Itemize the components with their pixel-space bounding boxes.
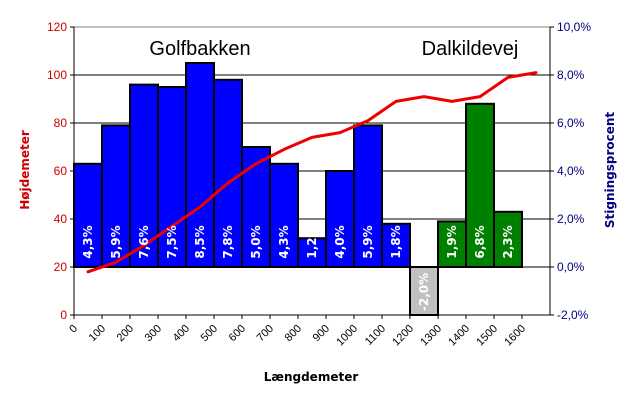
bar bbox=[157, 86, 187, 268]
left-tick-label: 0 bbox=[60, 308, 67, 322]
bar-label: 5,9% bbox=[109, 225, 123, 258]
x-tick-label: 900 bbox=[311, 323, 332, 344]
bar bbox=[493, 210, 523, 269]
left-tick-label: 40 bbox=[54, 212, 68, 226]
x-tick-label: 500 bbox=[199, 323, 220, 344]
bar-label: 2,3% bbox=[501, 225, 515, 258]
right-axis-title: Stigningsprocent bbox=[603, 112, 617, 229]
bar-label: 1,9% bbox=[445, 225, 459, 258]
x-tick-label: 300 bbox=[143, 323, 164, 344]
x-tick-label: 100 bbox=[87, 323, 108, 344]
bar-label: 6,8% bbox=[473, 225, 487, 258]
bar bbox=[185, 62, 215, 268]
x-tick-label: 1600 bbox=[502, 323, 528, 349]
bar-label: 7,6% bbox=[137, 225, 151, 258]
bar-label: 5,0% bbox=[249, 225, 263, 258]
elevation-line-group bbox=[86, 71, 538, 274]
x-tick-label: 600 bbox=[227, 323, 248, 344]
bar bbox=[101, 124, 131, 269]
x-tick-label: 1400 bbox=[446, 323, 472, 349]
bar-labels: 4,3% 5,9% 7,6% 7,5% 8,5% 7,8% 5,0% 4,3% 1,2% 4,0%… bbox=[81, 225, 515, 311]
bar bbox=[381, 222, 411, 269]
x-tick-label: 1200 bbox=[390, 323, 416, 349]
x-axis-title: Længdemeter bbox=[264, 370, 359, 384]
section-label-golfbakken: Golfbakken bbox=[149, 38, 250, 60]
x-tick-label: 800 bbox=[283, 323, 304, 344]
left-tick-label: 100 bbox=[47, 68, 67, 82]
bar-label: 7,5% bbox=[165, 225, 179, 258]
gradient-bars bbox=[73, 62, 523, 316]
right-tick-label: 8,0% bbox=[557, 68, 585, 82]
bar-label: 7,8% bbox=[221, 225, 235, 258]
left-tick-label: 120 bbox=[47, 20, 67, 34]
bar bbox=[129, 83, 159, 268]
right-tick-label: 10,0% bbox=[557, 20, 591, 34]
bar-label: 5,9% bbox=[361, 225, 375, 258]
right-tick-label: 2,0% bbox=[557, 212, 585, 226]
section-label-dalkildevej: Dalkildevej bbox=[422, 38, 519, 60]
left-tick-label: 80 bbox=[54, 116, 68, 130]
bar bbox=[269, 162, 299, 268]
right-tick-label: 0,0% bbox=[557, 260, 585, 274]
bar-label: 1,2% bbox=[305, 225, 319, 258]
x-tick-label: 1100 bbox=[363, 323, 388, 348]
left-tick-label: 60 bbox=[54, 164, 68, 178]
x-tick-label: 1000 bbox=[334, 323, 360, 349]
x-tick-label: 400 bbox=[171, 323, 192, 344]
bar-label: -2,0% bbox=[417, 273, 431, 311]
x-tick-label: 200 bbox=[115, 323, 136, 344]
bar bbox=[353, 124, 383, 269]
right-tick-label: -2,0% bbox=[557, 308, 589, 322]
x-tick-label: 1300 bbox=[418, 323, 444, 349]
bar-label: 4,3% bbox=[277, 225, 291, 258]
right-tick-label: 4,0% bbox=[557, 164, 585, 178]
left-axis-title: Højdemeter bbox=[18, 130, 32, 210]
bar-label: 4,3% bbox=[81, 225, 95, 258]
bar bbox=[213, 78, 243, 268]
x-tick-label: 1500 bbox=[474, 323, 500, 349]
bar-label: 1,8% bbox=[389, 225, 403, 258]
x-tick-label: 700 bbox=[255, 323, 276, 344]
bar-label: 4,0% bbox=[333, 225, 347, 258]
left-tick-label: 20 bbox=[54, 260, 68, 274]
elevation-line bbox=[86, 71, 538, 274]
bar-label: 8,5% bbox=[193, 225, 207, 258]
x-tick-label: 0 bbox=[67, 323, 80, 336]
bar bbox=[465, 102, 495, 268]
right-tick-label: 6,0% bbox=[557, 116, 585, 130]
